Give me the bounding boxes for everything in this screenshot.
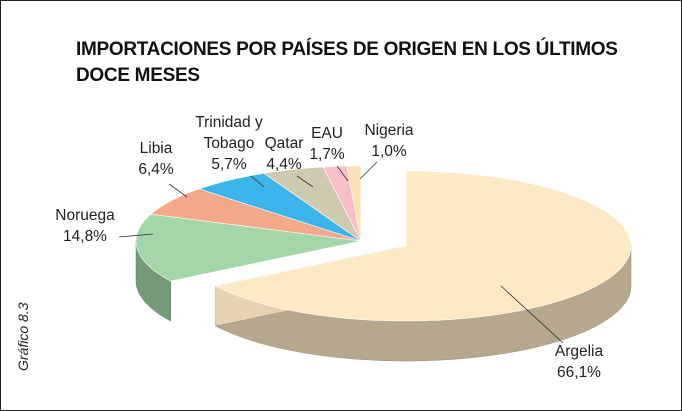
slice: [263, 166, 362, 242]
leader-line: [359, 161, 378, 180]
value-label: 1,7%: [309, 146, 345, 163]
slice-label: Noruega 14,8%: [55, 205, 114, 247]
slice-label: Qatar 4,4%: [265, 133, 304, 175]
value-label: 14,8%: [63, 228, 107, 245]
slice: [322, 165, 362, 242]
value-label: 4,4%: [266, 156, 302, 173]
slice: [150, 188, 362, 242]
category-label: Noruega: [55, 207, 115, 224]
leader-line: [296, 175, 314, 188]
leader-line: [250, 175, 265, 188]
leader-line: [336, 165, 349, 182]
value-label: 6,4%: [138, 161, 174, 178]
slice: [346, 165, 362, 242]
slice-label: EAU 1,7%: [309, 123, 344, 165]
slice-label: Argelia 66,1%: [555, 341, 603, 383]
category-label: Nigeria: [364, 122, 414, 139]
value-label: 1,0%: [371, 143, 407, 160]
slice: [198, 172, 362, 242]
slice: [135, 213, 362, 282]
slice: [214, 170, 632, 322]
category-label: Trinidad y Tobago: [195, 114, 263, 152]
slice-label: Trinidad y Tobago 5,7%: [189, 112, 269, 175]
leader-line: [118, 233, 154, 238]
category-label: EAU: [311, 125, 343, 142]
leader-line: [500, 285, 564, 344]
value-label: 66,1%: [557, 364, 601, 381]
category-label: Libia: [139, 140, 173, 157]
category-label: Argelia: [554, 343, 604, 360]
category-label: Qatar: [264, 135, 304, 152]
slice-label: Libia 6,4%: [138, 138, 173, 180]
value-label: 5,7%: [211, 156, 247, 173]
slice-label: Nigeria 1,0%: [364, 120, 413, 162]
chart-title: IMPORTACIONES POR PAÍSES DE ORIGEN EN LO…: [76, 39, 618, 86]
leader-line: [168, 183, 188, 198]
